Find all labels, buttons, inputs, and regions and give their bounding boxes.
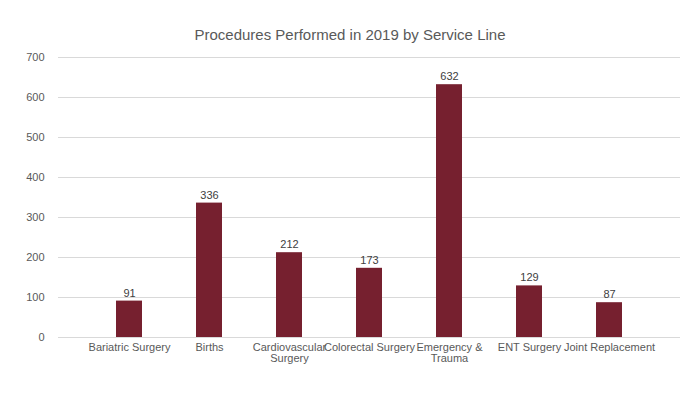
svg-text:0: 0 <box>38 331 44 343</box>
svg-text:300: 300 <box>26 211 44 223</box>
svg-text:632: 632 <box>440 70 458 82</box>
svg-text:200: 200 <box>26 251 44 263</box>
svg-text:Births: Births <box>195 341 224 353</box>
svg-text:Emergency &Trauma: Emergency &Trauma <box>416 341 483 364</box>
svg-text:87: 87 <box>603 288 615 300</box>
svg-text:600: 600 <box>26 91 44 103</box>
svg-text:Joint Replacement: Joint Replacement <box>564 341 655 353</box>
svg-text:700: 700 <box>26 51 44 63</box>
svg-text:91: 91 <box>123 287 135 299</box>
svg-text:100: 100 <box>26 291 44 303</box>
html-text:Procedures Performed in 2019 b: Procedures Performed in 2019 by Service … <box>194 26 506 43</box>
svg-text:ENT Surgery: ENT Surgery <box>498 341 562 353</box>
svg-text:129: 129 <box>520 271 538 283</box>
svg-text:212: 212 <box>280 238 298 250</box>
svg-text:400: 400 <box>26 171 44 183</box>
svg-text:336: 336 <box>200 189 218 201</box>
svg-text:Colorectal Surgery: Colorectal Surgery <box>324 341 416 353</box>
svg-text:500: 500 <box>26 131 44 143</box>
svg-text:Bariatric Surgery: Bariatric Surgery <box>89 341 171 353</box>
svg-text:CardiovascularSurgery: CardiovascularSurgery <box>253 341 327 364</box>
svg-text:173: 173 <box>360 254 378 266</box>
